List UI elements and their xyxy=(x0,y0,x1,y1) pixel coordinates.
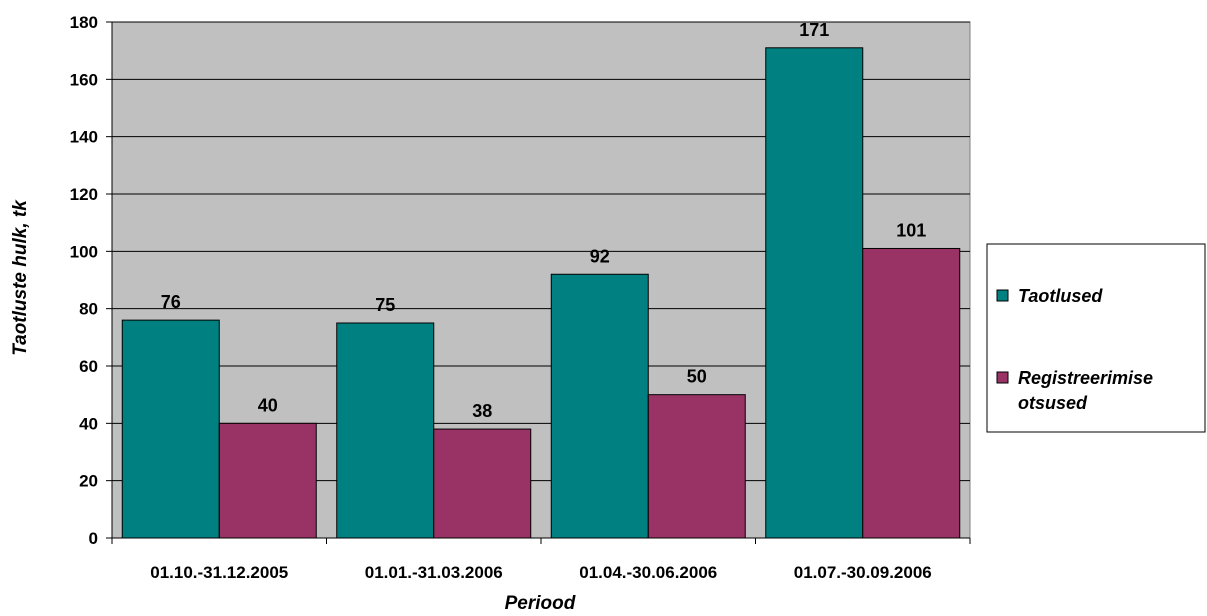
x-tick-label: 01.04.-30.06.2006 xyxy=(579,563,717,582)
x-tick-labels: 01.10.-31.12.2005 01.01.-31.03.2006 01.04.… xyxy=(150,563,932,582)
y-tick-label: 0 xyxy=(89,529,98,548)
data-labels: 76 40 75 38 92 50 171 101 xyxy=(161,20,927,421)
data-label: 92 xyxy=(590,246,610,266)
x-tick-label: 01.01.-31.03.2006 xyxy=(365,563,503,582)
y-tick-label: 60 xyxy=(79,357,98,376)
bar xyxy=(647,394,746,539)
data-label: 50 xyxy=(687,367,707,387)
y-tick-label: 180 xyxy=(70,13,98,32)
axes xyxy=(106,21,971,544)
data-label: 38 xyxy=(472,401,492,421)
legend-swatch-taotlused xyxy=(996,289,1009,302)
y-tick-label: 120 xyxy=(70,185,98,204)
legend-box xyxy=(986,243,1206,433)
legend: Taotlused Registreerimise otsused xyxy=(986,243,1206,433)
y-tick-label: 20 xyxy=(79,472,98,491)
bar xyxy=(218,422,317,539)
y-axis-title: Taotluste hulk, tk xyxy=(10,199,31,356)
x-tick-label: 01.10.-31.12.2005 xyxy=(150,563,288,582)
data-label: 76 xyxy=(161,292,181,312)
y-tick-label: 160 xyxy=(70,70,98,89)
data-label: 171 xyxy=(799,20,829,40)
bar xyxy=(336,322,435,539)
y-tick-label: 100 xyxy=(70,242,98,261)
bar xyxy=(862,247,961,539)
bar xyxy=(765,47,864,539)
legend-swatch-registreerimise-otsused xyxy=(996,371,1009,384)
y-tick-label: 80 xyxy=(79,300,98,319)
bar xyxy=(121,319,220,539)
bar xyxy=(433,428,532,539)
x-axis-title: Periood xyxy=(505,593,576,614)
x-tick-label: 01.07.-30.09.2006 xyxy=(794,563,932,582)
data-label: 75 xyxy=(375,295,395,315)
y-tick-labels: 0 20 40 60 80 100 120 140 160 180 xyxy=(70,13,98,548)
y-tick-label: 140 xyxy=(70,128,98,147)
data-label: 40 xyxy=(258,395,278,415)
bars xyxy=(121,47,961,539)
legend-label-registreerimise-line1: Registreerimise xyxy=(1018,368,1153,388)
data-label: 101 xyxy=(896,220,926,240)
y-tick-label: 40 xyxy=(79,414,98,433)
legend-label-registreerimise-line2: otsused xyxy=(1018,393,1088,413)
bar xyxy=(550,273,649,539)
legend-label-taotlused: Taotlused xyxy=(1018,286,1103,306)
